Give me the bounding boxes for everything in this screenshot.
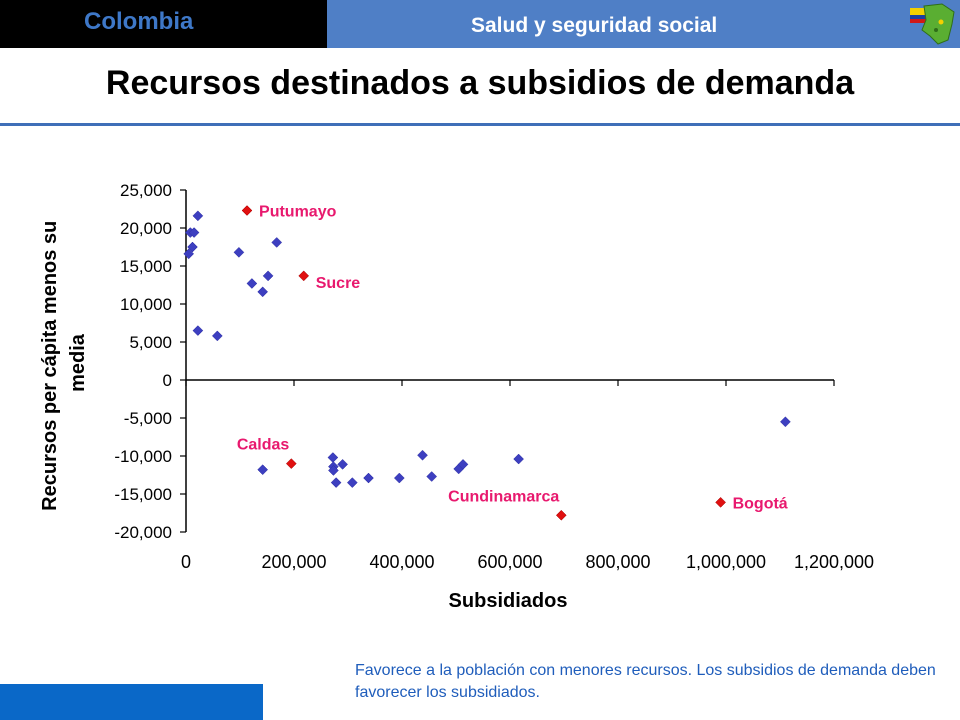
y-tick-label: 5,000	[129, 333, 172, 352]
x-tick-label: 800,000	[585, 552, 650, 572]
y-axis-title-line-2: media	[67, 333, 89, 392]
header-right-bar: Salud y seguridad social	[327, 0, 960, 48]
page-title: Recursos destinados a subsidios de deman…	[105, 64, 855, 102]
data-point	[457, 459, 469, 470]
x-axis-title: Subsidiados	[449, 590, 568, 612]
section-title: Salud y seguridad social	[471, 14, 718, 37]
footer-note: Favorece a la población con menores recu…	[355, 662, 936, 701]
y-tick-label: 10,000	[120, 295, 172, 314]
country-label: Colombia	[84, 8, 194, 35]
data-point	[330, 477, 342, 488]
y-tick-label: 25,000	[120, 181, 172, 200]
data-point	[192, 210, 204, 222]
highlighted-point	[285, 458, 297, 469]
x-tick-label: 1,200,000	[794, 552, 874, 572]
data-point	[393, 472, 405, 484]
data-point	[346, 477, 358, 488]
x-tick-label: 600,000	[477, 552, 542, 572]
y-tick-label: 15,000	[120, 257, 172, 276]
data-point	[426, 471, 438, 482]
x-tick-label: 0	[181, 552, 191, 572]
colombia-flag-map-icon	[908, 0, 960, 48]
data-point	[417, 449, 428, 461]
data-point	[271, 237, 283, 248]
y-tick-label: -15,000	[114, 485, 172, 504]
point-label: Bogotá	[733, 495, 788, 512]
y-tick-label: 20,000	[120, 219, 172, 238]
y-tick-label: -5,000	[124, 409, 172, 428]
data-point	[337, 459, 348, 470]
x-tick-label: 400,000	[369, 552, 434, 572]
y-tick-label: -10,000	[114, 447, 172, 466]
data-point	[327, 452, 339, 463]
data-point	[363, 472, 374, 484]
title-divider	[0, 123, 960, 126]
footer-accent-bar	[0, 684, 263, 720]
highlighted-point	[298, 270, 310, 282]
data-point	[188, 227, 200, 238]
point-label: Cundinamarca	[448, 488, 559, 505]
header-left-bar: Colombia	[0, 0, 327, 48]
data-point	[211, 330, 223, 342]
data-point	[192, 325, 204, 336]
data-point	[780, 416, 791, 428]
data-point	[513, 453, 524, 465]
data-point	[233, 246, 245, 258]
highlighted-point	[555, 509, 567, 521]
point-label: Sucre	[316, 275, 361, 292]
x-tick-label: 1,000,000	[686, 552, 766, 572]
y-axis-title-line-1: Recursos per cápita menos su	[39, 221, 61, 511]
y-tick-label: 0	[163, 371, 172, 390]
data-point	[257, 286, 269, 298]
data-point	[246, 278, 258, 289]
x-tick-label: 200,000	[261, 552, 326, 572]
data-point	[183, 248, 195, 260]
highlighted-point	[241, 205, 253, 216]
y-tick-label: -20,000	[114, 523, 172, 542]
y-axis-title: Recursos per cápita menos su media	[39, 215, 89, 511]
data-point	[262, 270, 274, 282]
point-label: Putumayo	[259, 204, 337, 221]
data-point	[257, 464, 269, 476]
point-label: Caldas	[237, 437, 290, 454]
data-point	[328, 465, 339, 476]
highlighted-point	[715, 497, 726, 508]
data-point	[187, 241, 198, 253]
scatter-chart: 25,000 20,000 15,000 10,000 5,000 0 -5,000 -10,…	[39, 181, 874, 612]
